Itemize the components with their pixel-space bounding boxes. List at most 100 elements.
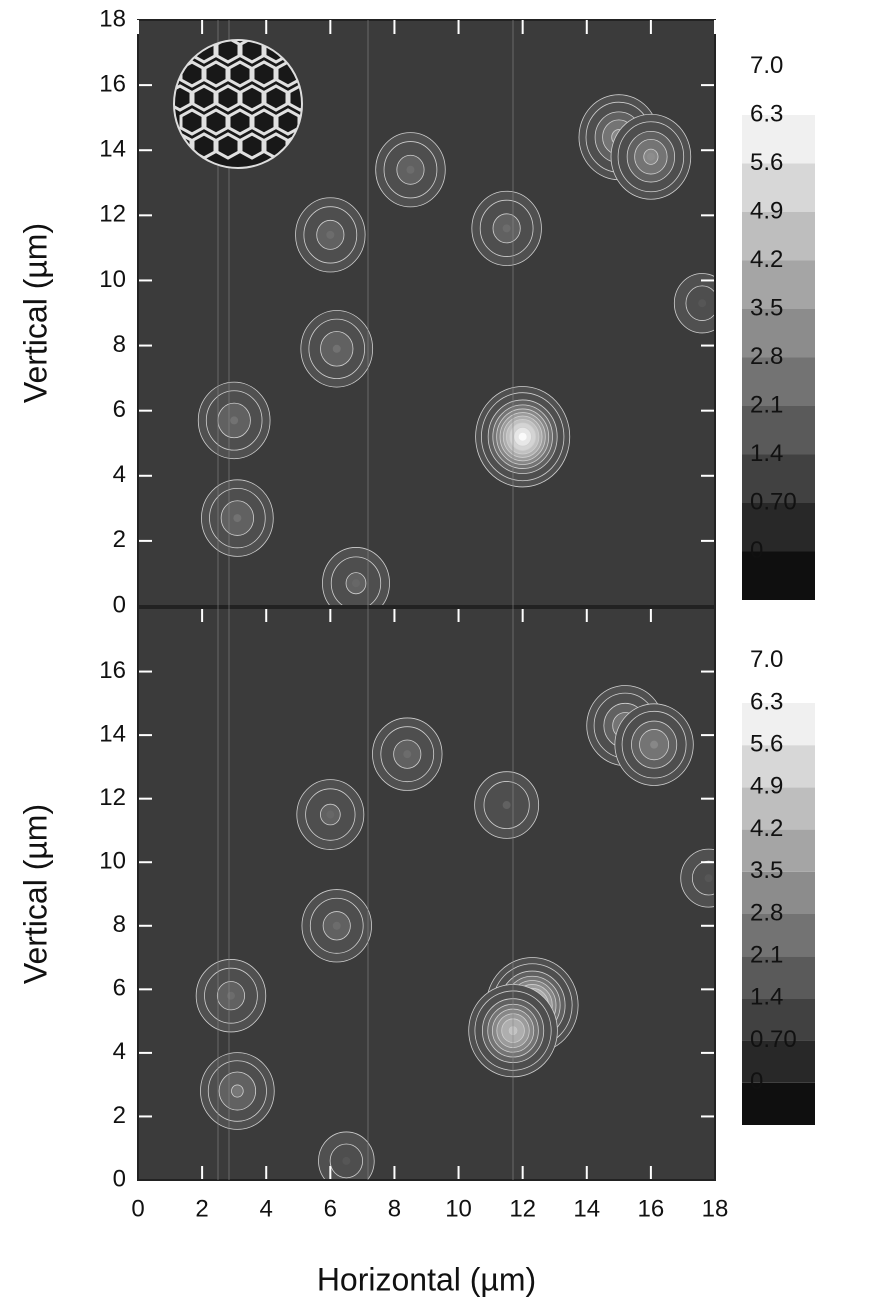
colorbar-tick-label: 7.0 [750, 52, 783, 79]
y-tick-label: 6 [113, 975, 126, 1002]
colorbar-band [742, 1040, 815, 1083]
y-tick-label: 14 [99, 720, 126, 747]
plot-frame [137, 19, 716, 607]
y-tick-label: 10 [99, 266, 126, 293]
inset-cell [215, 84, 241, 112]
peak-core [226, 991, 235, 1000]
colorbar-band [742, 115, 815, 164]
y-tick-label: 2 [113, 1102, 126, 1129]
inset-cell [239, 132, 265, 160]
inset-cell [251, 108, 277, 136]
colorbar-tick-label: 2.8 [750, 343, 783, 370]
y-tick-label: 8 [113, 911, 126, 938]
y-tick-label: 0 [113, 591, 126, 618]
inset-cell [287, 84, 302, 112]
y-axis-label: Vertical (µm) [17, 223, 53, 403]
inset-cell [227, 108, 253, 136]
colorbar-band [742, 829, 815, 872]
peak-core [332, 921, 341, 930]
colorbar-band [742, 406, 815, 455]
colorbar-tick-label: 6.3 [750, 688, 783, 715]
peak-core [351, 579, 360, 588]
colorbar-tick-label: 0.70 [750, 1026, 797, 1053]
inset-cell [179, 108, 205, 136]
inset-cell [203, 108, 229, 136]
colorbar-band [742, 357, 815, 406]
peak-core [518, 432, 527, 441]
x-tick-label: 0 [131, 1195, 144, 1222]
peak-core [233, 1087, 242, 1096]
colorbar-tick-label: 0 [750, 1068, 763, 1095]
colorbar-band [742, 871, 815, 914]
colorbar-tick-label: 5.6 [750, 731, 783, 758]
peak-core [233, 514, 242, 523]
x-tick-label: 12 [509, 1195, 536, 1222]
colorbar-tick-label: 0.70 [750, 488, 797, 515]
colorbar-tick-label: 5.6 [750, 149, 783, 176]
colorbar-tick-label: 1.4 [750, 984, 783, 1011]
colorbar-tick-label: 2.1 [750, 391, 783, 418]
inset-cell [215, 132, 241, 160]
x-tick-label: 4 [260, 1195, 273, 1222]
y-tick-label: 4 [113, 1038, 126, 1065]
y-tick-label: 4 [113, 461, 126, 488]
colorbar-band [742, 745, 815, 788]
y-tick-label: 12 [99, 201, 126, 228]
inset-cell [239, 84, 265, 112]
colorbar-band [742, 914, 815, 957]
y-tick-label: 10 [99, 848, 126, 875]
inset-cell [263, 84, 289, 112]
y-tick-label: 14 [99, 136, 126, 163]
peak-core [406, 165, 415, 174]
peak-core [704, 874, 713, 883]
colorbar-band [742, 956, 815, 999]
x-tick-label: 14 [573, 1195, 600, 1222]
colorbar-tick-label: 0 [750, 537, 763, 564]
inset-cell [275, 108, 301, 136]
colorbar-tick-label: 4.2 [750, 246, 783, 273]
peak-core [326, 230, 335, 239]
peak-core [650, 740, 659, 749]
colorbar-band [742, 454, 815, 503]
x-tick-label: 16 [638, 1195, 665, 1222]
peak-core [403, 750, 412, 759]
colorbar-band [742, 1082, 815, 1125]
colorbar-band [742, 551, 815, 600]
y-axis-label: Vertical (µm) [17, 804, 53, 984]
colorbar-tick-label: 2.8 [750, 899, 783, 926]
plot-frame [137, 607, 716, 1181]
inset-rim [173, 39, 303, 169]
y-tick-label: 12 [99, 784, 126, 811]
contour-layer [197, 94, 715, 606]
y-tick-label: 2 [113, 526, 126, 553]
peak-core [646, 152, 655, 161]
x-axis-label: Horizontal (µm) [317, 1261, 536, 1297]
y-tick-label: 16 [99, 657, 126, 684]
colorbar-tick-label: 3.5 [750, 294, 783, 321]
inset-cell [251, 60, 277, 88]
inset-cell [227, 60, 253, 88]
y-tick-label: 16 [99, 70, 126, 97]
colorbar-band [742, 309, 815, 358]
x-tick-label: 8 [388, 1195, 401, 1222]
peak-core [502, 801, 511, 810]
colorbar-tick-label: 4.9 [750, 773, 783, 800]
colorbar-band [742, 787, 815, 830]
inset-cell [191, 84, 217, 112]
inset-cell [174, 84, 193, 112]
peak-core [698, 299, 707, 308]
colorbar-band [742, 212, 815, 261]
y-tick-label: 18 [99, 5, 126, 32]
colorbar-band [742, 260, 815, 309]
inset-cell [203, 60, 229, 88]
peak-core [332, 344, 341, 353]
colorbar-band [742, 163, 815, 212]
contour-layer [195, 685, 715, 1180]
colorbar-tick-label: 2.1 [750, 942, 783, 969]
peak-core [342, 1156, 351, 1165]
colorbar-tick-label: 1.4 [750, 440, 783, 467]
x-tick-label: 10 [445, 1195, 472, 1222]
colorbar-band [742, 998, 815, 1041]
colorbar-tick-label: 4.2 [750, 815, 783, 842]
